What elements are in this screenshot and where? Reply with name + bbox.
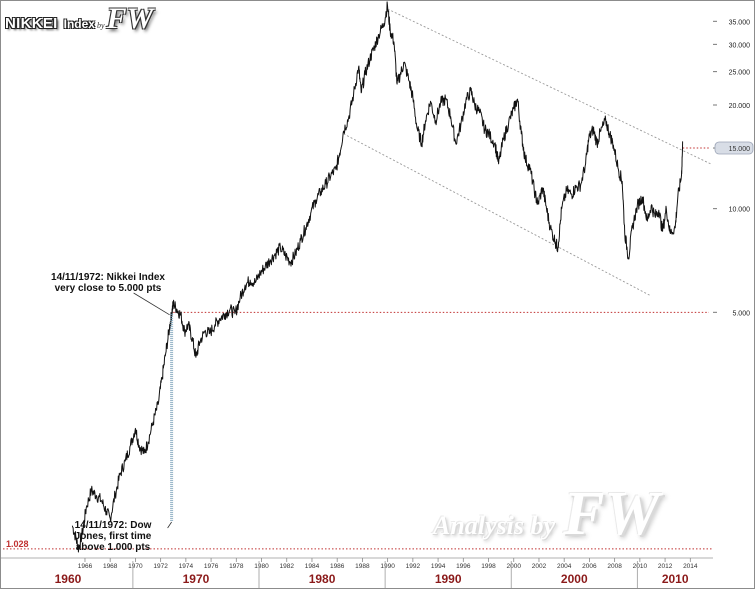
x-tick-label: 2006 [582, 563, 597, 570]
x-tick-label: 1994 [431, 563, 446, 570]
trend-line [343, 133, 651, 296]
highlight-badge [714, 141, 754, 155]
y-tick-label: 5.000 [732, 310, 750, 317]
price-series [71, 1, 684, 553]
x-tick-label: 1984 [305, 563, 320, 570]
decade-label: 2000 [561, 572, 588, 586]
x-tick-label: 1980 [254, 563, 269, 570]
y-tick-label: 30.000 [729, 42, 751, 49]
title-index-word: Index [63, 17, 95, 31]
trend-channel [343, 8, 711, 296]
decade-label: 1980 [309, 572, 336, 586]
annotation-dow-1972: 14/11/1972: Dow Jones, first time above … [65, 520, 161, 553]
annotation-pointer [167, 521, 172, 529]
x-tick-label: 1998 [481, 563, 496, 570]
decade-label: 1970 [183, 572, 210, 586]
x-tick-label: 1974 [179, 563, 194, 570]
x-tick-label: 2012 [658, 563, 673, 570]
y-tick-label: 15.000 [729, 146, 751, 153]
x-tick-label: 2000 [507, 563, 522, 570]
x-tick-label: 1972 [153, 563, 168, 570]
annotation-dow-line3: above 1.000 pts [75, 542, 151, 553]
x-tick-label: 1970 [128, 563, 143, 570]
annotation-nikkei-1972: 14/11/1972: Nikkei Index very close to 5… [23, 272, 193, 294]
title-index-name: NIKKEI [5, 15, 58, 32]
annotation-dow-line1: 14/11/1972: Dow [74, 520, 152, 531]
chart-title: NIKKEI Index by FW [5, 2, 154, 35]
decade-label: 2010 [662, 572, 689, 586]
price-line [71, 1, 684, 553]
title-by-word: by [96, 21, 105, 30]
x-tick-label: 1976 [204, 563, 219, 570]
x-tick-label: 1978 [229, 563, 244, 570]
x-tick-label: 1966 [78, 563, 93, 570]
x-tick-label: 2004 [557, 563, 572, 570]
watermark-logo: FW [563, 480, 660, 548]
y-tick-label: 20.000 [729, 103, 751, 110]
y-tick-label: 25.000 [729, 70, 751, 77]
reference-lines [3, 147, 713, 550]
x-tick-label: 1968 [103, 563, 118, 570]
x-tick-label: 2010 [633, 563, 648, 570]
x-tick-label: 2008 [607, 563, 622, 570]
x-tick-label: 2014 [683, 563, 698, 570]
watermark-text: Analysis by [433, 511, 556, 540]
annotation-nikkei-line2: very close to 5.000 pts [54, 283, 162, 294]
annotation-pointer [133, 292, 170, 316]
annotation-dow-line2: Jones, first time [74, 531, 152, 542]
x-tick-label: 1992 [406, 563, 421, 570]
low-value-label: 1.028 [6, 539, 29, 549]
y-tick-label: 10.000 [729, 207, 751, 214]
x-tick-label: 1990 [380, 563, 395, 570]
annotation-nikkei-line1: 14/11/1972: Nikkei Index [51, 272, 165, 283]
x-tick-label: 1988 [355, 563, 370, 570]
analysis-watermark: Analysis by FW [433, 479, 660, 550]
trend-line [387, 8, 711, 165]
decade-label: 1960 [55, 572, 82, 586]
fw-logo: FW [106, 2, 154, 35]
decade-label: 1990 [435, 572, 462, 586]
x-tick-label: 1982 [280, 563, 295, 570]
x-tick-label: 2002 [532, 563, 547, 570]
decade-bar: 1960 1970 1980 1990 2000 2010 [55, 561, 689, 588]
y-axis-ticks: 35.000 30.000 25.000 20.000 15.000 10.000 5.00… [713, 19, 754, 317]
annotation-marks: 1.028 [6, 292, 174, 549]
x-axis: 1966 1968 1970 1972 1974 1976 1978 1980 1982 1984… [1, 557, 713, 570]
x-tick-label: 1986 [330, 563, 345, 570]
x-tick-label: 1996 [456, 563, 471, 570]
y-tick-label: 35.000 [729, 19, 751, 26]
